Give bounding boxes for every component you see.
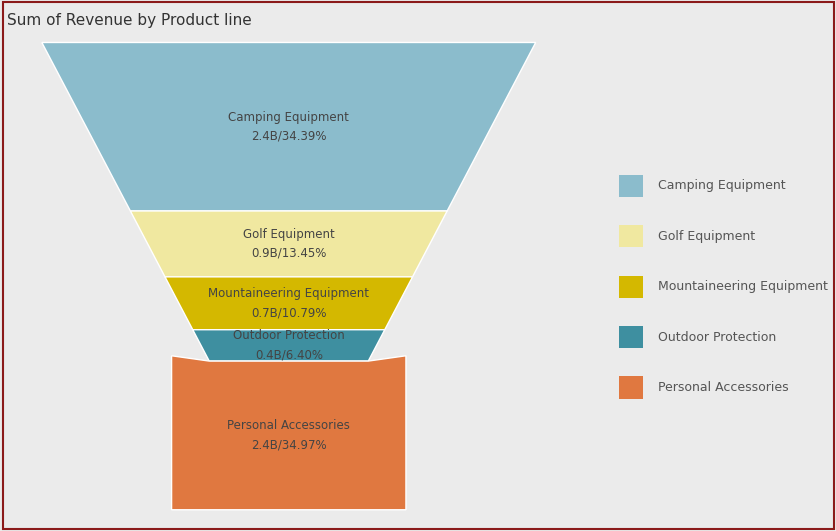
- Text: Camping Equipment: Camping Equipment: [657, 179, 784, 192]
- Text: 2.4B/34.39%: 2.4B/34.39%: [251, 130, 326, 143]
- Text: 0.9B/13.45%: 0.9B/13.45%: [251, 247, 326, 260]
- Polygon shape: [165, 277, 412, 330]
- Text: Outdoor Protection: Outdoor Protection: [657, 331, 775, 344]
- Bar: [619, 376, 642, 399]
- Text: Personal Accessories: Personal Accessories: [657, 381, 788, 394]
- Text: Mountaineering Equipment: Mountaineering Equipment: [208, 287, 369, 300]
- Bar: [619, 225, 642, 247]
- Bar: [619, 326, 642, 348]
- Text: Personal Accessories: Personal Accessories: [227, 419, 349, 432]
- Polygon shape: [42, 42, 535, 211]
- Text: Golf Equipment: Golf Equipment: [242, 228, 334, 241]
- Text: Golf Equipment: Golf Equipment: [657, 230, 754, 243]
- Text: Sum of Revenue by Product line: Sum of Revenue by Product line: [7, 13, 251, 28]
- Polygon shape: [192, 330, 385, 361]
- Text: 2.4B/34.97%: 2.4B/34.97%: [251, 439, 326, 451]
- Text: 0.4B/6.40%: 0.4B/6.40%: [254, 348, 323, 362]
- Polygon shape: [171, 356, 405, 510]
- Text: Mountaineering Equipment: Mountaineering Equipment: [657, 280, 827, 293]
- Polygon shape: [130, 211, 446, 277]
- Text: 0.7B/10.79%: 0.7B/10.79%: [251, 306, 326, 319]
- Text: Camping Equipment: Camping Equipment: [228, 110, 349, 124]
- Bar: [619, 276, 642, 298]
- Text: Outdoor Protection: Outdoor Protection: [232, 329, 344, 342]
- Bar: [619, 175, 642, 197]
